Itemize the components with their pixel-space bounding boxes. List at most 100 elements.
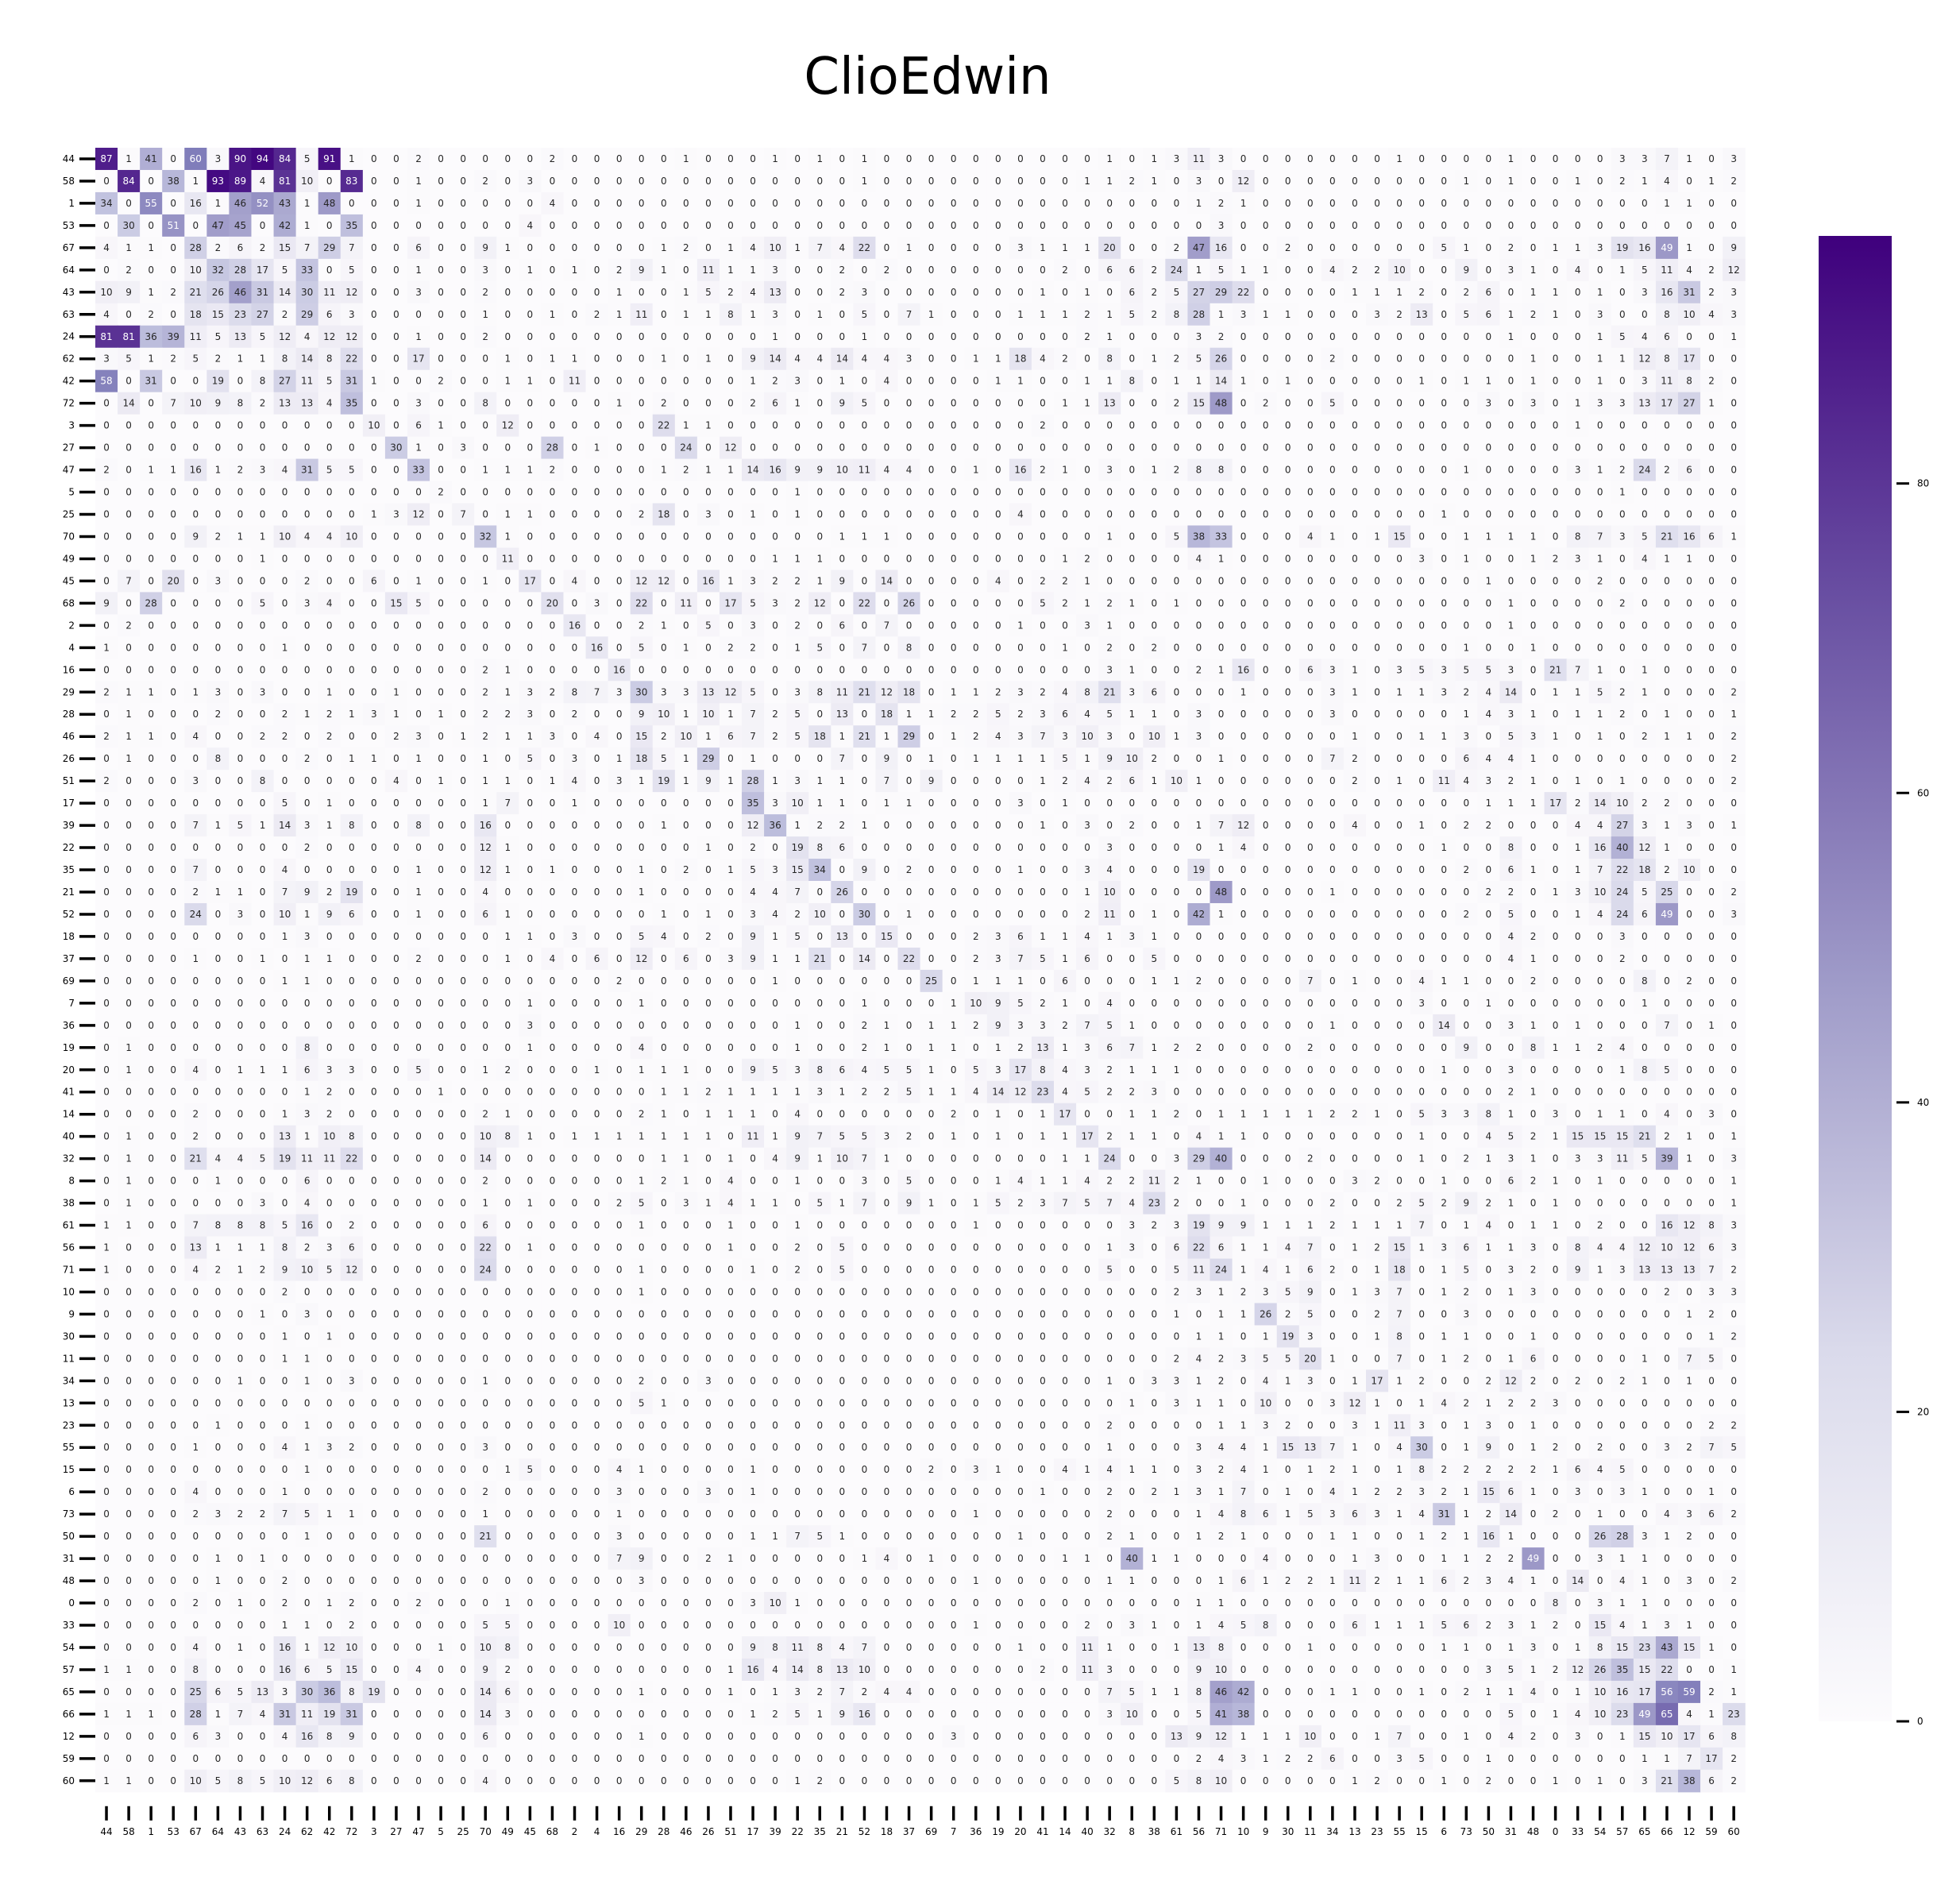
heatmap-cell — [407, 169, 430, 193]
heatmap-cell — [251, 148, 275, 171]
heatmap-cell — [318, 148, 341, 171]
heatmap-cell — [496, 169, 519, 193]
heatmap-cell — [1232, 148, 1256, 171]
heatmap-cell — [986, 148, 1010, 171]
heatmap-cell — [1143, 148, 1166, 171]
heatmap-cell — [206, 169, 230, 193]
heatmap-cell — [652, 169, 676, 193]
heatmap-cell — [1009, 148, 1032, 171]
heatmap-cell — [764, 148, 787, 171]
heatmap-cell — [1187, 148, 1211, 171]
heatmap-cell — [184, 148, 207, 171]
heatmap-cell — [563, 148, 587, 171]
heatmap-cell — [808, 148, 831, 171]
heatmap-cell — [831, 148, 854, 171]
heatmap-cell — [229, 148, 253, 171]
heatmap-cell — [1723, 148, 1746, 171]
heatmap-cell — [1165, 148, 1189, 171]
heatmap-cell — [853, 148, 877, 171]
heatmap-cell — [140, 148, 163, 171]
heatmap-cell — [519, 169, 542, 193]
heatmap-cell — [295, 169, 319, 193]
heatmap-cell — [1544, 148, 1568, 171]
heatmap-cell — [140, 169, 163, 193]
heatmap-cell — [608, 148, 631, 171]
heatmap-cell — [384, 169, 408, 193]
heatmap-cell — [964, 148, 988, 171]
heatmap-cell — [541, 169, 565, 193]
heatmap-cell — [206, 148, 230, 171]
heatmap-cell — [430, 169, 453, 193]
heatmap-cell — [184, 169, 207, 193]
heatmap-cell — [1276, 148, 1300, 171]
heatmap-cell — [630, 169, 654, 193]
heatmap-cell — [95, 148, 118, 171]
heatmap-cell — [764, 169, 787, 193]
heatmap-cell — [541, 148, 565, 171]
chart-title: ClioEdwin — [804, 48, 1051, 106]
heatmap-cell — [1455, 148, 1478, 171]
heatmap-cell — [318, 169, 341, 193]
heatmap-cell — [384, 148, 408, 171]
heatmap-cell — [519, 148, 542, 171]
heatmap-cell — [786, 148, 809, 171]
heatmap-cell — [1633, 148, 1657, 171]
heatmap-cell — [1522, 148, 1545, 171]
heatmap-cell — [1031, 148, 1055, 171]
heatmap-cell — [273, 169, 297, 193]
heatmap-cell — [1499, 148, 1523, 171]
heatmap-cell — [1343, 148, 1367, 171]
heatmap-cell — [1566, 148, 1590, 171]
heatmap-cell — [1611, 148, 1634, 171]
heatmap-cell — [407, 148, 430, 171]
heatmap-cell — [1477, 148, 1501, 171]
heatmap-cell — [674, 148, 698, 171]
heatmap-cell — [719, 169, 743, 193]
heatmap-cell — [1054, 148, 1077, 171]
heatmap-cell — [295, 148, 319, 171]
heatmap-cell — [674, 169, 698, 193]
heatmap-cell — [229, 169, 253, 193]
heatmap-cell — [340, 148, 364, 171]
heatmap-cell — [608, 169, 631, 193]
heatmap-cell — [1700, 148, 1723, 171]
heatmap-cell — [340, 169, 364, 193]
heatmap-cell — [742, 148, 765, 171]
heatmap-cell — [430, 148, 453, 171]
heatmap-cell — [362, 169, 386, 193]
heatmap-cell — [875, 148, 899, 171]
heatmap-cell — [1410, 148, 1433, 171]
heatmap-cell — [118, 148, 141, 171]
heatmap-cell — [1433, 148, 1456, 171]
heatmap-cells — [95, 148, 1746, 1793]
heatmap-cell — [742, 169, 765, 193]
heatmap-cell — [563, 169, 587, 193]
heatmap-cell — [1388, 148, 1411, 171]
heatmap-cell — [362, 148, 386, 171]
heatmap-cell — [273, 148, 297, 171]
heatmap-cell — [452, 148, 475, 171]
heatmap-cell — [942, 148, 966, 171]
heatmap-cell — [496, 148, 519, 171]
heatmap-cell — [474, 169, 497, 193]
heatmap-cell — [118, 169, 141, 193]
heatmap-cell — [1254, 148, 1278, 171]
heatmap-cell — [897, 148, 921, 171]
heatmap-cell — [1098, 148, 1121, 171]
heatmap-cell — [696, 169, 720, 193]
heatmap-cell — [1298, 148, 1322, 171]
heatmap-cell — [652, 148, 676, 171]
heatmap-cell — [1076, 148, 1099, 171]
heatmap-cell — [1210, 148, 1233, 171]
heatmap-cell — [585, 169, 609, 193]
heatmap-cell — [630, 148, 654, 171]
heatmap-cell — [162, 169, 185, 193]
heatmap-cell — [1588, 148, 1612, 171]
heatmap-cell — [95, 169, 118, 193]
heatmap-cell — [696, 148, 720, 171]
heatmap-cell — [1655, 148, 1679, 171]
heatmap-cell — [474, 148, 497, 171]
heatmap-cell — [1321, 148, 1345, 171]
heatmap-cell — [1365, 148, 1389, 171]
